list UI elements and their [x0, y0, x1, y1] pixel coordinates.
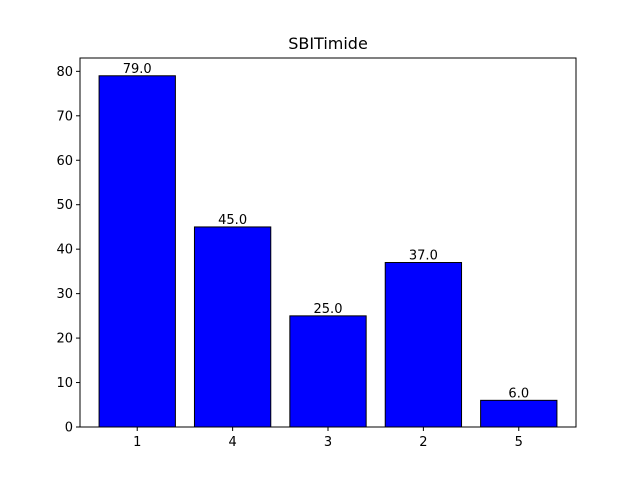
y-tick-label: 50 [56, 198, 73, 213]
bar-1 [98, 75, 176, 428]
chart-title: SBITimide [288, 34, 368, 53]
bar-value-label: 6.0 [508, 386, 529, 401]
y-tick-label: 60 [56, 154, 73, 169]
value-labels-group: 79.0 45.0 25.0 37.0 6.0 [123, 62, 529, 402]
y-tick-label: 40 [56, 243, 73, 258]
x-tick-label: 2 [419, 435, 427, 450]
x-tick-label: 1 [133, 435, 141, 450]
y-axis: 0 10 20 30 40 50 60 70 80 [56, 65, 80, 436]
bar-3 [289, 315, 367, 428]
bar-value-label: 25.0 [314, 302, 343, 317]
y-tick-label: 0 [65, 421, 73, 436]
bar-5 [480, 399, 558, 428]
y-tick-label: 80 [56, 65, 73, 80]
x-tick-label: 3 [324, 435, 332, 450]
y-tick-label: 70 [56, 109, 73, 124]
x-tick-label: 4 [228, 435, 236, 450]
x-axis: 1 4 3 2 5 [133, 427, 523, 450]
bars-group [98, 75, 558, 428]
plot-area-frame [79, 57, 577, 428]
bar-value-label: 45.0 [218, 213, 247, 228]
y-tick-label: 10 [56, 376, 73, 391]
y-tick-label: 30 [56, 287, 73, 302]
bar-value-label: 79.0 [123, 62, 152, 77]
bar-2 [384, 262, 463, 428]
bar-value-label: 37.0 [409, 249, 438, 264]
x-tick-label: 5 [515, 435, 523, 450]
bar-4 [193, 226, 272, 428]
y-tick-label: 20 [56, 332, 73, 347]
